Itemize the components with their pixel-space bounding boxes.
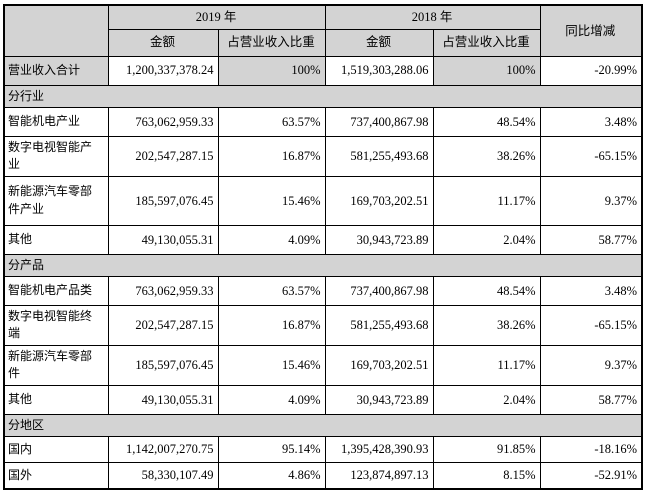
row-label: 智能机电产业 [3,106,109,137]
ratio-2019: 100% [217,55,326,86]
amount-2019: 1,200,337,378.24 [107,55,219,86]
section-label: 分地区 [3,413,643,438]
table-row: 国外 58,330,107.49 4.86% 123,874,897.13 8.… [3,462,643,490]
amount-2019: 763,062,959.33 [107,106,219,137]
yoy-change: -20.99% [539,55,643,86]
yoy-change: 3.48% [539,106,643,137]
amount-2019: 1,142,007,270.75 [107,436,219,464]
amount-2018: 581,255,493.68 [324,305,434,346]
amount-2018: 737,400,867.98 [324,106,434,137]
table-row: 其他 49,130,055.31 4.09% 30,943,723.89 2.0… [3,384,643,415]
amount-2018: 123,874,897.13 [324,462,434,490]
ratio-2018: 38.26% [432,135,541,177]
ratio-2019: 63.57% [217,106,326,137]
ratio-2019: 16.87% [217,305,326,346]
amount-2019: 49,130,055.31 [107,384,219,415]
ratio-2018: 11.17% [432,175,541,226]
year-2019-header: 2019 年 [107,4,326,30]
amount-2018: 1,395,428,390.93 [324,436,434,464]
ratio-2019: 15.46% [217,175,326,226]
amount-2019: 49,130,055.31 [107,224,219,255]
ratio-2018: 2.04% [432,224,541,255]
year-2018-header: 2018 年 [324,4,541,30]
section-row-by-region: 分地区 [3,413,643,438]
yoy-change: -65.15% [539,135,643,177]
amount-2018: 1,519,303,288.06 [324,55,434,86]
table-row: 数字电视智能产业 202,547,287.15 16.87% 581,255,4… [3,135,643,177]
amount-2018: 581,255,493.68 [324,135,434,177]
section-label: 分行业 [3,84,643,108]
table-row: 新能源汽车零部件 185,597,076.45 15.46% 169,703,2… [3,344,643,386]
yoy-change: 58.77% [539,224,643,255]
row-label: 数字电视智能终端 [3,305,109,346]
table-row: 智能机电产业 763,062,959.33 63.57% 737,400,867… [3,106,643,137]
amount-2019: 185,597,076.45 [107,344,219,386]
amount-2019: 58,330,107.49 [107,462,219,490]
amount-2019: 202,547,287.15 [107,135,219,177]
yoy-change: 9.37% [539,344,643,386]
ratio-2018: 8.15% [432,462,541,490]
amount-2019: 763,062,959.33 [107,276,219,307]
yoy-header: 同比增减 [539,4,643,57]
ratio-2019: 16.87% [217,135,326,177]
corner-cell [3,4,109,57]
revenue-breakdown-table: 2019 年 2018 年 同比增减 金额 占营业收入比重 金额 占营业收入比重… [3,4,644,490]
ratio-2019: 4.86% [217,462,326,490]
amount-2018: 30,943,723.89 [324,224,434,255]
yoy-change: 3.48% [539,276,643,307]
table-row: 国内 1,142,007,270.75 95.14% 1,395,428,390… [3,436,643,464]
ratio-2018: 48.54% [432,106,541,137]
header-row-years: 2019 年 2018 年 同比增减 [3,4,643,57]
table-row: 其他 49,130,055.31 4.09% 30,943,723.89 2.0… [3,224,643,255]
amount-2018: 30,943,723.89 [324,384,434,415]
yoy-change: 9.37% [539,175,643,226]
amount-2019-header: 金额 [107,28,219,57]
ratio-2018: 91.85% [432,436,541,464]
ratio-2018: 100% [432,55,541,86]
amount-2018: 737,400,867.98 [324,276,434,307]
amount-2018: 169,703,202.51 [324,344,434,386]
section-row-by-product: 分产品 [3,253,643,278]
ratio-2019: 63.57% [217,276,326,307]
yoy-change: 58.77% [539,384,643,415]
row-label: 数字电视智能产业 [3,135,109,177]
ratio-2019: 4.09% [217,384,326,415]
yoy-change: -52.91% [539,462,643,490]
ratio-2019: 15.46% [217,344,326,386]
amount-2018-header: 金额 [324,28,434,57]
ratio-2019: 4.09% [217,224,326,255]
table-row: 数字电视智能终端 202,547,287.15 16.87% 581,255,4… [3,305,643,346]
ratio-2019: 95.14% [217,436,326,464]
row-label: 国内 [3,436,109,464]
header-row-columns: 金额 占营业收入比重 金额 占营业收入比重 [4,28,642,57]
row-label: 智能机电产品类 [3,276,109,307]
amount-2019: 185,597,076.45 [107,175,219,226]
table-row: 智能机电产品类 763,062,959.33 63.57% 737,400,86… [3,276,643,307]
amount-2018: 169,703,202.51 [324,175,434,226]
row-label: 新能源汽车零部件产业 [3,175,109,226]
amount-2019: 202,547,287.15 [107,305,219,346]
yoy-change: -65.15% [539,305,643,346]
row-label: 其他 [3,224,109,255]
row-label: 营业收入合计 [3,55,109,86]
table-row-total-revenue: 营业收入合计 1,200,337,378.24 100% 1,519,303,2… [3,55,643,86]
row-label: 新能源汽车零部件 [3,344,109,386]
section-row-by-industry: 分行业 [3,84,643,108]
row-label: 其他 [3,384,109,415]
ratio-2019-header: 占营业收入比重 [217,28,326,57]
ratio-2018: 11.17% [432,344,541,386]
yoy-change: -18.16% [539,436,643,464]
ratio-2018: 38.26% [432,305,541,346]
ratio-2018: 2.04% [432,384,541,415]
ratio-2018-header: 占营业收入比重 [432,28,541,57]
row-label: 国外 [3,462,109,490]
ratio-2018: 48.54% [432,276,541,307]
table-row: 新能源汽车零部件产业 185,597,076.45 15.46% 169,703… [3,175,643,226]
section-label: 分产品 [3,253,643,278]
